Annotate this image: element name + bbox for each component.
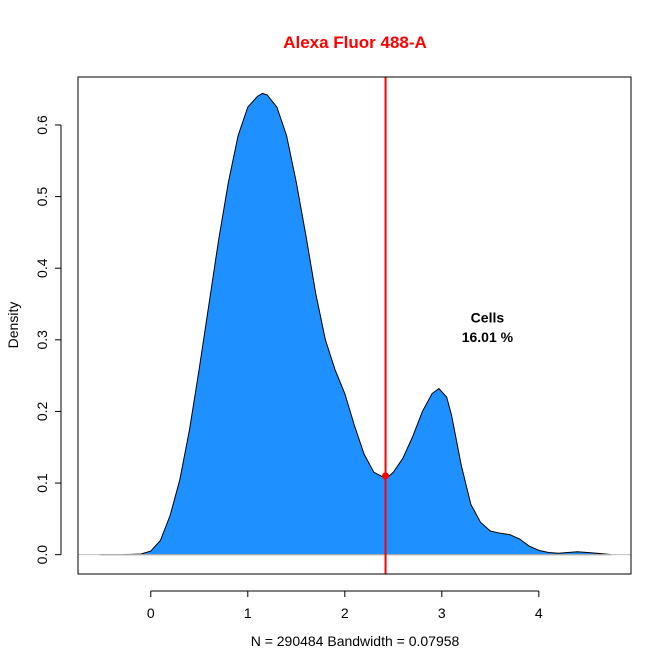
density-area <box>100 92 612 556</box>
x-axis-label: N = 290484 Bandwidth = 0.07958 <box>251 633 460 649</box>
y-axis-label: Density <box>5 302 21 349</box>
x-tick-label: 3 <box>438 605 446 621</box>
x-tick-label: 0 <box>147 605 155 621</box>
x-tick-label: 2 <box>341 605 349 621</box>
gate-percentage: 16.01 % <box>462 329 514 345</box>
x-tick-label: 4 <box>535 605 543 621</box>
x-tick-label: 1 <box>244 605 252 621</box>
plot-area <box>78 77 631 574</box>
y-tick-label: 0.6 <box>34 115 50 135</box>
gate-point <box>382 472 390 480</box>
plot-frame <box>77 76 632 575</box>
y-axis: 0.0 0.1 0.2 0.3 0.4 0.5 0.6 <box>34 115 62 565</box>
y-tick-label: 0.5 <box>34 187 50 207</box>
y-tick-label: 0.4 <box>34 258 50 278</box>
x-axis: 0 1 2 3 4 <box>147 590 543 621</box>
y-tick-label: 0.1 <box>34 473 50 493</box>
chart-title: Alexa Fluor 488-A <box>283 33 427 52</box>
gate-label: Cells <box>471 310 505 326</box>
y-tick-label: 0.0 <box>34 545 50 565</box>
y-tick-label: 0.3 <box>34 330 50 350</box>
y-tick-label: 0.2 <box>34 401 50 421</box>
